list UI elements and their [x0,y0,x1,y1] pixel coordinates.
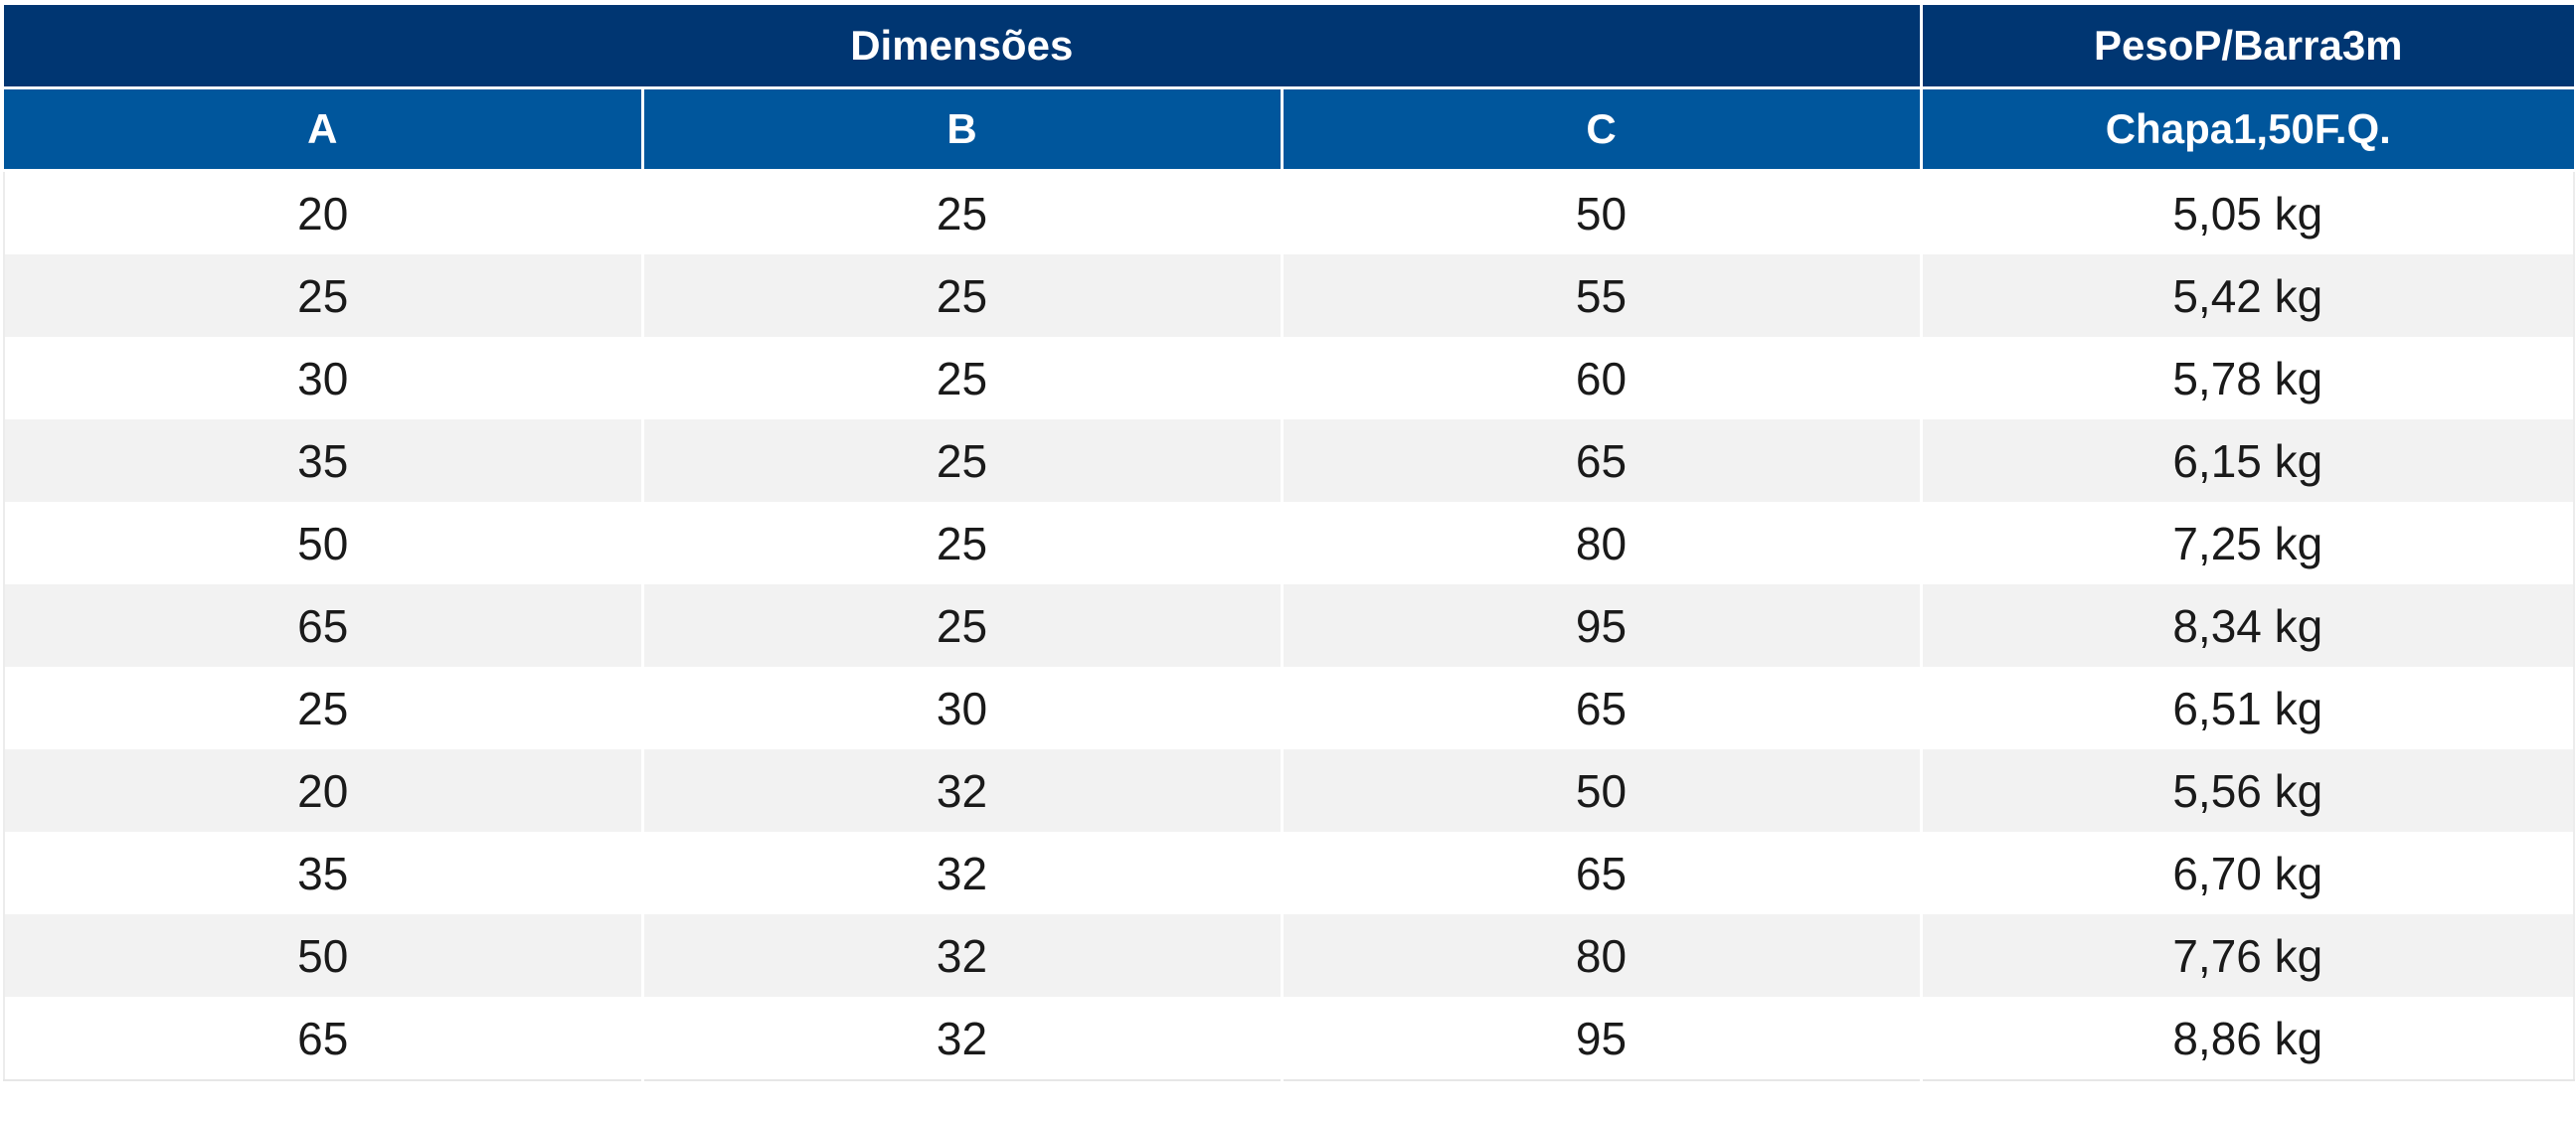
cell-c: 95 [1280,997,1923,1081]
cell-b: 25 [640,170,1284,254]
table-header: Dimensões PesoP/Barra3m A B C Chapa1,50F… [4,5,2575,172]
cell-weight: 5,05 kg [1919,170,2576,254]
table-row: 35 32 65 6,70 kg [3,832,2576,914]
spec-table-container: Dimensões PesoP/Barra3m A B C Chapa1,50F… [3,5,2576,1081]
header-group-row: Dimensões PesoP/Barra3m [4,5,2575,89]
cell-c: 50 [1280,170,1923,254]
cell-weight: 6,15 kg [1919,419,2576,502]
cell-a: 35 [3,419,644,502]
cell-b: 30 [640,667,1284,749]
cell-b: 32 [640,832,1284,914]
cell-weight: 7,25 kg [1919,502,2576,584]
cell-weight: 7,76 kg [1919,914,2576,997]
cell-weight: 6,70 kg [1919,832,2576,914]
cell-weight: 5,78 kg [1919,337,2576,419]
cell-c: 65 [1280,667,1923,749]
cell-c: 95 [1280,584,1923,667]
column-header-c: C [1280,86,1923,172]
dimensions-weight-table: Dimensões PesoP/Barra3m A B C Chapa1,50F… [3,5,2576,1081]
table-row: 65 32 95 8,86 kg [3,997,2576,1081]
header-weight-group: PesoP/Barra3m [1919,5,2575,89]
cell-b: 32 [640,997,1284,1081]
cell-a: 50 [3,914,644,997]
cell-c: 65 [1280,832,1923,914]
table-row: 20 25 50 5,05 kg [3,170,2576,254]
cell-weight: 5,42 kg [1919,254,2576,337]
cell-a: 30 [3,337,644,419]
column-header-a: A [4,86,644,172]
table-row: 50 25 80 7,25 kg [3,502,2576,584]
table-row: 25 30 65 6,51 kg [3,667,2576,749]
table-row: 65 25 95 8,34 kg [3,584,2576,667]
cell-weight: 8,34 kg [1919,584,2576,667]
cell-a: 20 [3,170,644,254]
table-row: 35 25 65 6,15 kg [3,419,2576,502]
cell-c: 65 [1280,419,1923,502]
cell-weight: 6,51 kg [1919,667,2576,749]
cell-a: 65 [3,584,644,667]
table-row: 50 32 80 7,76 kg [3,914,2576,997]
table-body: 20 25 50 5,05 kg 25 25 55 5,42 kg 30 25 … [3,170,2576,1081]
cell-a: 25 [3,254,644,337]
cell-weight: 5,56 kg [1919,749,2576,832]
cell-c: 55 [1280,254,1923,337]
cell-a: 20 [3,749,644,832]
cell-b: 32 [640,749,1284,832]
cell-a: 25 [3,667,644,749]
cell-b: 32 [640,914,1284,997]
cell-b: 25 [640,584,1284,667]
table-row: 25 25 55 5,42 kg [3,254,2576,337]
header-column-row: A B C Chapa1,50F.Q. [4,86,2575,172]
cell-b: 25 [640,337,1284,419]
cell-b: 25 [640,502,1284,584]
cell-c: 80 [1280,502,1923,584]
cell-a: 65 [3,997,644,1081]
table-row: 20 32 50 5,56 kg [3,749,2576,832]
column-header-weight: Chapa1,50F.Q. [1919,86,2575,172]
header-dimensions: Dimensões [4,5,1923,89]
cell-a: 35 [3,832,644,914]
table-row: 30 25 60 5,78 kg [3,337,2576,419]
cell-b: 25 [640,254,1284,337]
cell-b: 25 [640,419,1284,502]
cell-a: 50 [3,502,644,584]
cell-c: 80 [1280,914,1923,997]
column-header-b: B [640,86,1284,172]
cell-c: 60 [1280,337,1923,419]
cell-weight: 8,86 kg [1919,997,2576,1081]
cell-c: 50 [1280,749,1923,832]
